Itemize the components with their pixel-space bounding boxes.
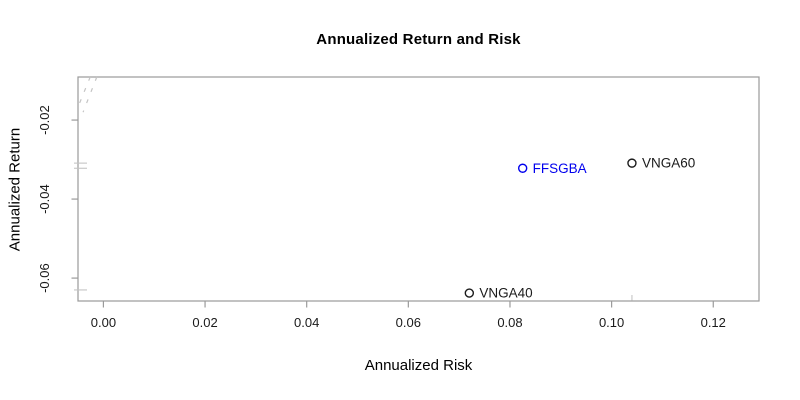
reference-dash-line: [82, 76, 98, 113]
x-tick-label: 0.02: [192, 315, 217, 330]
data-point: [627, 158, 637, 168]
data-point-label: VNGA40: [479, 286, 532, 301]
x-tick-label: 0.08: [497, 315, 522, 330]
reference-dash-line: [77, 76, 91, 108]
x-tick-label: 0.00: [91, 315, 116, 330]
data-point-label: FFSGBA: [533, 161, 587, 176]
plot-box: [77, 76, 760, 302]
chart-title: Annualized Return and Risk: [316, 31, 521, 48]
x-tick-label: 0.12: [701, 315, 726, 330]
data-point: [464, 288, 475, 298]
y-axis-label: Annualized Return: [6, 127, 24, 252]
x-tick-label: 0.06: [396, 315, 421, 330]
data-point: [517, 163, 528, 173]
x-tick-label: 0.04: [294, 315, 319, 330]
y-tick-label: -0.06: [37, 263, 52, 293]
x-tick-label: 0.10: [599, 315, 624, 330]
y-tick-label: -0.04: [37, 184, 52, 214]
x-axis-label: Annualized Risk: [364, 357, 473, 374]
y-tick-label: -0.02: [37, 105, 52, 135]
data-point-label: VNGA60: [642, 156, 695, 171]
